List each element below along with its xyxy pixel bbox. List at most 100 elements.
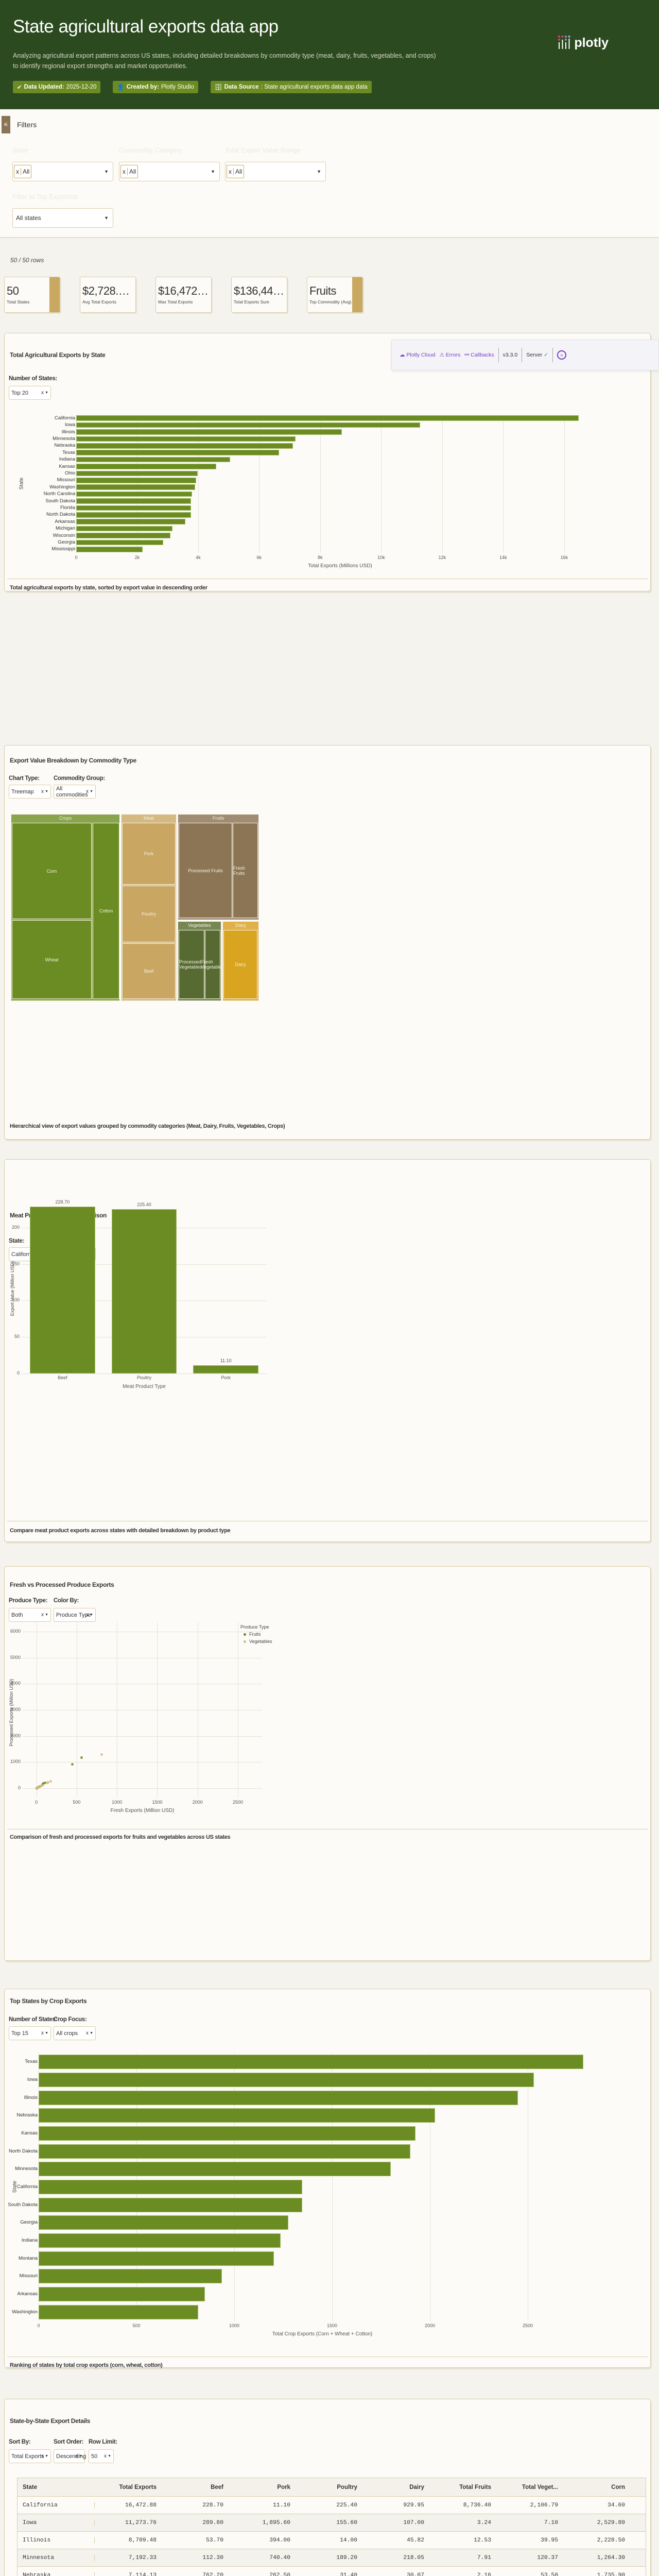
row-limit-dropdown[interactable]: 50 x ▼: [89, 2449, 114, 2463]
bar[interactable]: [111, 1209, 177, 1374]
treemap-node-beef[interactable]: Beef: [122, 943, 176, 999]
scatter-point[interactable]: [40, 1784, 43, 1787]
treemap-node-dairy[interactable]: Dairy: [223, 930, 257, 999]
treemap-node-fresh-vegetables[interactable]: Fresh Vegetables: [201, 930, 224, 999]
top-exporters-dropdown[interactable]: All states ▼: [12, 208, 113, 228]
bar[interactable]: [39, 2269, 222, 2284]
filter-toggle-button[interactable]: ⚟: [2, 116, 10, 133]
scatter-point[interactable]: [71, 1762, 74, 1766]
column-header[interactable]: Beef: [211, 2484, 223, 2490]
column-header[interactable]: Poultry: [337, 2484, 357, 2490]
export-details-table[interactable]: State Total Exports Beef Pork Poultry Dairy To…: [17, 2478, 646, 2576]
bar[interactable]: [76, 512, 191, 518]
clear-icon[interactable]: x: [41, 2030, 44, 2036]
sort-order-dropdown[interactable]: Descending x ▼: [54, 2449, 86, 2463]
treemap-node-poultry[interactable]: Poultry: [122, 886, 176, 942]
column-header[interactable]: Total Veget...: [522, 2484, 558, 2490]
clear-icon[interactable]: x: [86, 2030, 89, 2036]
color-by-dropdown[interactable]: Produce Type x ▼: [54, 1608, 96, 1622]
bar[interactable]: [76, 505, 191, 511]
meat-exports-bar-chart[interactable]: 0 50 100 150 200 228.70 Beef 225.40 Poultry 11.10…: [5, 1160, 650, 1541]
column-header[interactable]: Corn: [611, 2484, 625, 2490]
commodity-chip[interactable]: x All: [120, 165, 138, 178]
bar[interactable]: [39, 2287, 205, 2301]
bar[interactable]: [76, 429, 342, 435]
bar[interactable]: [76, 443, 293, 449]
bar[interactable]: [76, 422, 420, 428]
column-header[interactable]: State: [23, 2484, 38, 2490]
export-range-multiselect[interactable]: x All ▼: [225, 162, 326, 181]
clear-icon[interactable]: x: [41, 390, 44, 396]
table-row[interactable]: Nebraska 7,114.13 762.20 262.50 31.40 30.07 2.…: [18, 2567, 646, 2576]
bar[interactable]: [193, 1365, 259, 1374]
bar[interactable]: [76, 546, 143, 552]
bar[interactable]: [39, 2162, 391, 2177]
state-chip[interactable]: x All: [14, 165, 32, 178]
number-of-states-dropdown[interactable]: Top 15 x ▼: [9, 2026, 51, 2040]
produce-scatter-chart[interactable]: 0 1000 2000 3000 4000 5000 6000 0 500 1000 1500 200…: [5, 1567, 650, 1960]
scatter-point[interactable]: [44, 1781, 47, 1784]
clear-icon[interactable]: x: [41, 1612, 44, 1618]
bar[interactable]: [76, 450, 279, 456]
bar[interactable]: [76, 456, 231, 463]
produce-type-dropdown[interactable]: Both x ▼: [9, 1608, 51, 1622]
bar[interactable]: [76, 539, 164, 546]
scatter-point[interactable]: [80, 1756, 83, 1759]
commodity-multiselect[interactable]: x All ▼: [119, 162, 220, 181]
crop-exports-bar-chart[interactable]: 0 500 1000 1500 2000 2500 Texas Iowa Illinois Neb…: [5, 1989, 650, 2367]
clear-icon[interactable]: x: [41, 789, 44, 794]
commodity-treemap[interactable]: Crops Corn Wheat Cotton Meat Pork Poultry Beef F…: [11, 814, 259, 1001]
bar[interactable]: [76, 491, 193, 497]
bar[interactable]: [39, 2108, 435, 2123]
bar[interactable]: [39, 2144, 410, 2159]
bar[interactable]: [39, 2304, 199, 2319]
range-chip[interactable]: x All: [227, 165, 245, 178]
remove-chip-icon[interactable]: x: [121, 168, 128, 175]
bar[interactable]: [76, 498, 192, 504]
chart-type-dropdown[interactable]: Treemap x ▼: [9, 785, 51, 799]
column-header[interactable]: Pork: [277, 2484, 290, 2490]
remove-chip-icon[interactable]: x: [14, 168, 21, 175]
bar[interactable]: [39, 2233, 281, 2248]
scatter-point[interactable]: [100, 1753, 103, 1756]
remove-chip-icon[interactable]: x: [227, 168, 234, 175]
treemap-node-fresh-fruits[interactable]: Fresh Fruits: [233, 823, 258, 918]
scatter-point[interactable]: [36, 1787, 39, 1790]
bar[interactable]: [39, 2251, 274, 2266]
scatter-point[interactable]: [45, 1781, 48, 1784]
table-row[interactable]: Iowa 11,273.76 289.80 1,895.60 155.60 107.00 3…: [18, 2514, 646, 2532]
column-header[interactable]: Total Fruits: [459, 2484, 491, 2490]
expand-devtools-button[interactable]: »: [557, 350, 566, 360]
table-row[interactable]: Minnesota 7,192.33 112.30 740.40 189.20 218.0…: [18, 2549, 646, 2567]
number-of-states-dropdown[interactable]: Top 20 x ▼: [9, 386, 51, 400]
plotly-cloud-link[interactable]: ☁ Plotly Cloud: [400, 352, 436, 358]
table-row[interactable]: California 16,472.88 228.70 11.10 225.40 929.…: [18, 2497, 646, 2514]
bar[interactable]: [39, 2197, 302, 2212]
bar[interactable]: [39, 2073, 534, 2087]
treemap-node-cotton[interactable]: Cotton: [93, 823, 119, 999]
treemap-node-corn[interactable]: Corn: [12, 823, 92, 919]
bar[interactable]: [76, 519, 186, 525]
bar[interactable]: [76, 477, 197, 483]
bar[interactable]: [76, 470, 198, 477]
bar[interactable]: [76, 415, 579, 421]
errors-link[interactable]: ⚠ Errors: [439, 352, 461, 358]
clear-icon[interactable]: x: [86, 1612, 89, 1618]
scatter-point[interactable]: [41, 1784, 44, 1787]
bar[interactable]: [39, 2090, 518, 2105]
scatter-point[interactable]: [49, 1780, 52, 1783]
bar[interactable]: [39, 2215, 288, 2230]
clear-icon[interactable]: x: [104, 2453, 107, 2459]
sort-by-dropdown[interactable]: Total Exports x ▼: [9, 2449, 51, 2463]
callbacks-link[interactable]: ⚯ Callbacks: [464, 352, 494, 358]
crop-focus-dropdown[interactable]: All crops x ▼: [54, 2026, 96, 2040]
bar[interactable]: [39, 2055, 584, 2070]
bar[interactable]: [29, 1207, 95, 1374]
bar[interactable]: [76, 533, 171, 538]
treemap-node-processed-fruits[interactable]: Processed Fruits: [179, 823, 232, 918]
treemap-node-wheat[interactable]: Wheat: [12, 920, 92, 999]
clear-icon[interactable]: x: [75, 2453, 78, 2459]
clear-icon[interactable]: x: [41, 2453, 44, 2459]
table-row[interactable]: Illinois 8,709.48 53.70 394.00 14.00 45.82 12.…: [18, 2532, 646, 2549]
legend-item[interactable]: Vegetables: [244, 1639, 272, 1644]
